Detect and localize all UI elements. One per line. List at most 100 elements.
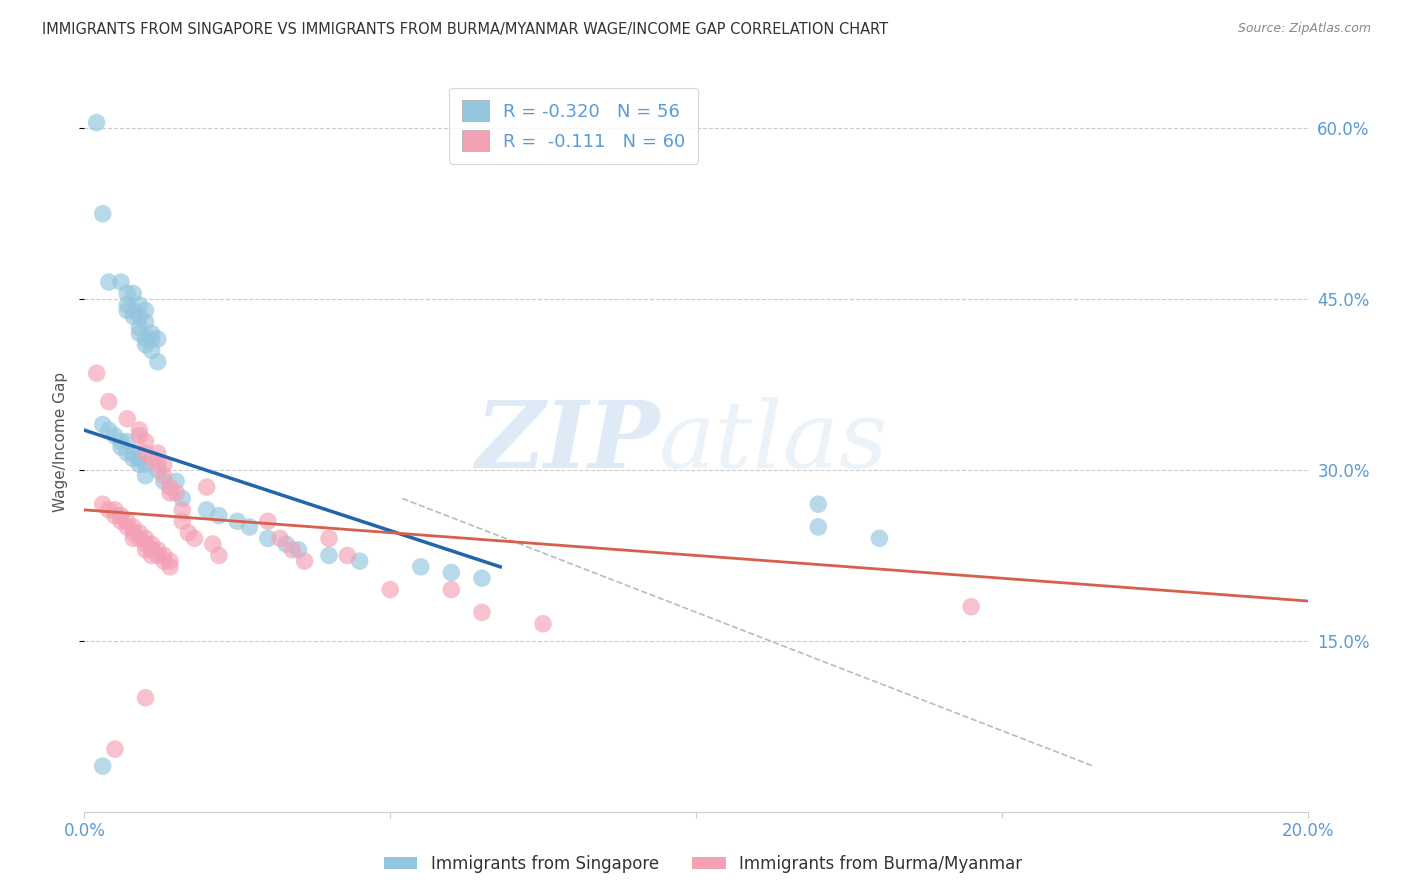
Point — [91, 497, 114, 511]
Point — [471, 571, 494, 585]
Point — [141, 332, 163, 346]
Point — [153, 475, 176, 489]
Y-axis label: Wage/Income Gap: Wage/Income Gap — [52, 371, 67, 512]
Point — [159, 554, 181, 568]
Point — [276, 537, 298, 551]
Point — [115, 298, 138, 312]
Point — [165, 485, 187, 500]
Point — [110, 508, 132, 523]
Point — [141, 343, 163, 358]
Point — [104, 508, 127, 523]
Point — [159, 485, 181, 500]
Text: IMMIGRANTS FROM SINGAPORE VS IMMIGRANTS FROM BURMA/MYANMAR WAGE/INCOME GAP CORRE: IMMIGRANTS FROM SINGAPORE VS IMMIGRANTS … — [42, 22, 889, 37]
Point — [172, 503, 194, 517]
Point — [115, 434, 138, 449]
Point — [146, 549, 169, 563]
Point — [135, 532, 157, 546]
Point — [807, 520, 830, 534]
Point — [91, 207, 114, 221]
Point — [226, 514, 249, 528]
Point — [336, 549, 359, 563]
Point — [141, 537, 163, 551]
Point — [201, 537, 224, 551]
Point — [115, 514, 138, 528]
Point — [153, 468, 176, 483]
Point — [172, 491, 194, 506]
Point — [97, 503, 120, 517]
Legend: Immigrants from Singapore, Immigrants from Burma/Myanmar: Immigrants from Singapore, Immigrants fr… — [377, 848, 1029, 880]
Point — [115, 446, 138, 460]
Point — [440, 582, 463, 597]
Point — [807, 497, 830, 511]
Point — [208, 549, 231, 563]
Point — [238, 520, 260, 534]
Point — [287, 542, 309, 557]
Point — [115, 411, 138, 425]
Point — [110, 514, 132, 528]
Point — [122, 286, 145, 301]
Point — [135, 434, 157, 449]
Point — [128, 320, 150, 334]
Point — [257, 514, 280, 528]
Point — [440, 566, 463, 580]
Point — [122, 525, 145, 540]
Point — [294, 554, 316, 568]
Point — [146, 446, 169, 460]
Point — [165, 475, 187, 489]
Point — [257, 532, 280, 546]
Point — [135, 542, 157, 557]
Text: ZIP: ZIP — [475, 397, 659, 486]
Point — [281, 542, 304, 557]
Point — [91, 417, 114, 432]
Point — [128, 532, 150, 546]
Point — [159, 559, 181, 574]
Point — [128, 423, 150, 437]
Point — [380, 582, 402, 597]
Point — [128, 458, 150, 472]
Point — [349, 554, 371, 568]
Point — [104, 429, 127, 443]
Point — [318, 532, 340, 546]
Point — [97, 394, 120, 409]
Point — [153, 554, 176, 568]
Point — [135, 303, 157, 318]
Point — [141, 549, 163, 563]
Point — [122, 532, 145, 546]
Point — [146, 463, 169, 477]
Point — [128, 310, 150, 324]
Point — [146, 458, 169, 472]
Point — [128, 298, 150, 312]
Point — [115, 520, 138, 534]
Point — [97, 423, 120, 437]
Point — [409, 559, 432, 574]
Point — [153, 549, 176, 563]
Legend: R = -0.320   N = 56, R =  -0.111   N = 60: R = -0.320 N = 56, R = -0.111 N = 60 — [449, 87, 699, 164]
Point — [146, 332, 169, 346]
Point — [135, 537, 157, 551]
Point — [115, 303, 138, 318]
Point — [146, 542, 169, 557]
Point — [110, 440, 132, 454]
Point — [141, 326, 163, 341]
Point — [104, 503, 127, 517]
Point — [135, 332, 157, 346]
Point — [135, 315, 157, 329]
Point — [135, 690, 157, 705]
Point — [97, 275, 120, 289]
Point — [195, 503, 218, 517]
Point — [110, 275, 132, 289]
Point — [141, 451, 163, 466]
Point — [86, 115, 108, 129]
Point — [208, 508, 231, 523]
Point — [177, 525, 200, 540]
Text: Source: ZipAtlas.com: Source: ZipAtlas.com — [1237, 22, 1371, 36]
Point — [135, 337, 157, 351]
Point — [318, 549, 340, 563]
Point — [128, 429, 150, 443]
Point — [128, 525, 150, 540]
Point — [128, 451, 150, 466]
Point — [122, 520, 145, 534]
Point — [122, 451, 145, 466]
Point — [531, 616, 554, 631]
Point — [135, 458, 157, 472]
